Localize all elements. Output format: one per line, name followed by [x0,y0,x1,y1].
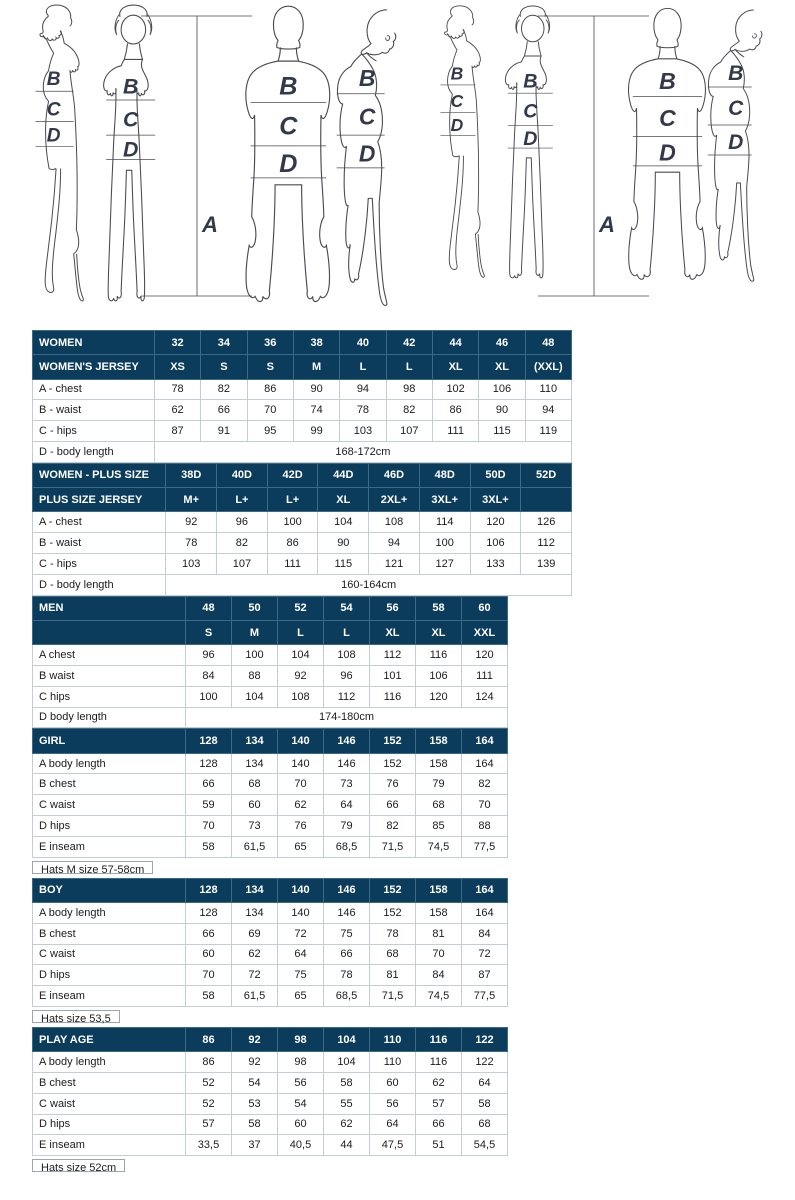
svg-text:A: A [598,212,615,237]
svg-text:A: A [201,212,218,237]
